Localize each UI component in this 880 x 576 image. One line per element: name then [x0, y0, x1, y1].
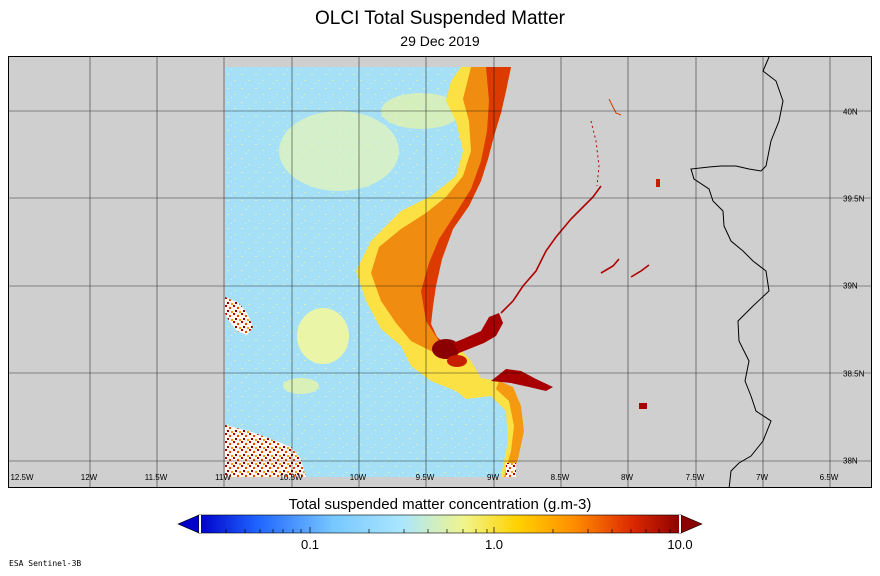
- colorbar-high-arrow: [680, 514, 703, 534]
- longitude-label: 12.5W: [10, 473, 34, 482]
- tagus-estuary: [453, 313, 503, 353]
- latitude-label: 39.5N: [843, 194, 865, 204]
- noise-pixels: [225, 297, 253, 335]
- river: [590, 120, 600, 187]
- map-date: 29 Dec 2019: [400, 33, 480, 49]
- colorbar-gradient: [198, 514, 682, 534]
- colorbar-tick: 10.0: [667, 537, 693, 552]
- longitude-label: 10.5W: [279, 473, 303, 482]
- plume-red: [421, 67, 511, 345]
- noise-pixels: [225, 425, 306, 477]
- river: [630, 264, 650, 278]
- graticule: [9, 57, 871, 487]
- plume-yellow: [297, 308, 349, 364]
- longitude-label: 8.5W: [550, 473, 570, 482]
- map-title: OLCI Total Suspended Matter: [315, 8, 565, 29]
- plume-orange: [496, 381, 524, 477]
- colorbar-tick: 1.0: [484, 537, 504, 552]
- country-border: [690, 57, 784, 487]
- reservoir: [656, 179, 660, 187]
- colorbar: [177, 514, 703, 534]
- river: [608, 98, 622, 116]
- longitude-label: 9W: [487, 473, 499, 482]
- longitude-label: 9.5W: [415, 473, 435, 482]
- latitude-label: 38.5N: [843, 369, 865, 379]
- longitude-label: 8W: [621, 473, 633, 482]
- plume-yellow: [283, 378, 319, 394]
- longitude-label: 6.5W: [819, 473, 839, 482]
- estuary-plume: [432, 339, 460, 359]
- map-canvas: [9, 57, 871, 487]
- river-tagus: [500, 185, 602, 314]
- sado-estuary: [491, 369, 553, 391]
- longitude-label: 7W: [756, 473, 768, 482]
- latitude-label: 39N: [843, 281, 858, 291]
- longitude-label: 11W: [215, 473, 231, 482]
- colorbar-tick: 0.1: [300, 537, 320, 552]
- colorbar-minor-ticks: [225, 527, 671, 533]
- longitude-label: 7.5W: [685, 473, 705, 482]
- colorbar-title: Total suspended matter concentration (g.…: [288, 496, 592, 513]
- plume-yellow: [279, 111, 399, 191]
- colorbar-low-arrow: [177, 514, 200, 534]
- longitude-label: 10W: [349, 473, 367, 482]
- noise-pixels: [506, 463, 516, 477]
- plume-orange: [371, 67, 511, 357]
- reservoir: [639, 403, 647, 409]
- map-panel: [8, 56, 872, 488]
- latitude-label: 40N: [843, 107, 858, 117]
- data-source: ESA Sentinel-3B: [9, 559, 82, 568]
- estuary-plume: [447, 355, 467, 367]
- longitude-label: 12W: [80, 473, 98, 482]
- longitude-label: 11.5W: [144, 473, 168, 482]
- river: [600, 258, 620, 274]
- latitude-label: 38N: [843, 456, 858, 466]
